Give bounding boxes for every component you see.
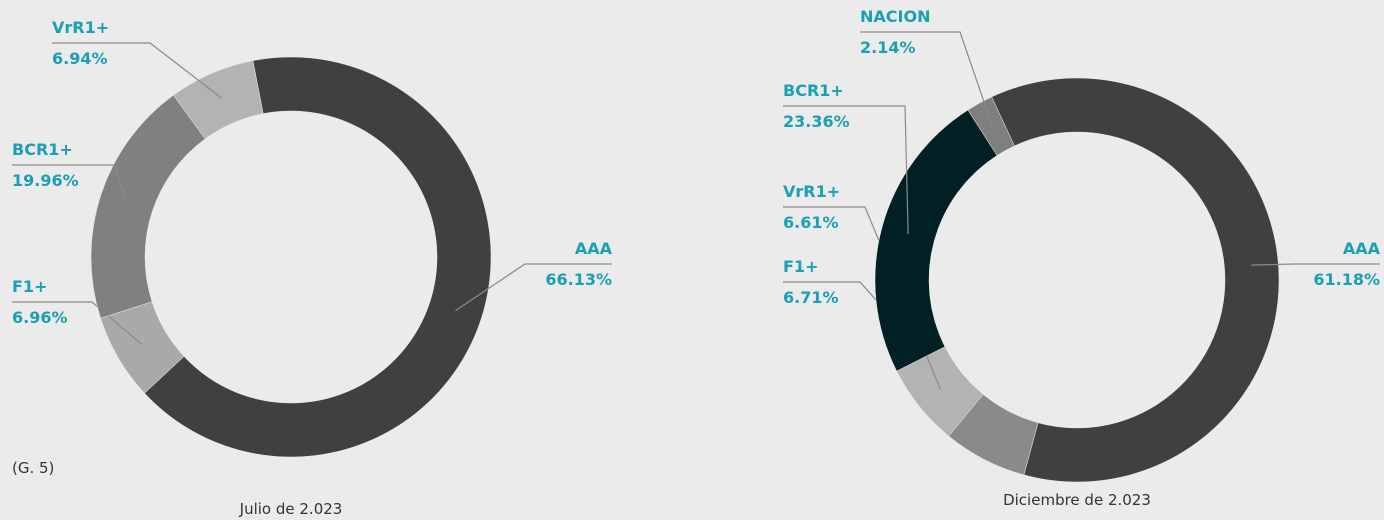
donut-slice <box>967 96 1015 156</box>
leader-line <box>12 164 128 204</box>
chart-caption: Diciembre de 2.023 <box>1003 491 1151 509</box>
leader-line <box>860 31 994 127</box>
donut-slice <box>874 109 998 372</box>
figure-label: (G. 5) <box>12 459 54 477</box>
leader-line <box>455 263 612 312</box>
slice-label: AAA <box>1343 239 1381 258</box>
slice-label: F1+ <box>12 277 47 296</box>
leader-line <box>12 301 143 345</box>
slice-label: BCR1+ <box>12 140 73 159</box>
donut-slice <box>173 60 264 140</box>
leader-line <box>1251 263 1380 266</box>
value-label: 61.18% <box>1313 270 1380 289</box>
slice-label: NACION <box>860 7 930 26</box>
donut-slice <box>991 77 1280 483</box>
value-label: 6.96% <box>12 308 68 327</box>
slice-label: F1+ <box>783 257 818 276</box>
leader-line <box>783 105 909 234</box>
chart-caption: Julio de 2.023 <box>239 500 343 518</box>
donut-slice <box>144 56 492 458</box>
value-label: 6.61% <box>783 213 839 232</box>
value-label: 2.14% <box>860 38 916 57</box>
value-label: 66.13% <box>545 270 612 289</box>
value-label: 19.96% <box>12 171 79 190</box>
value-label: 6.94% <box>52 49 108 68</box>
value-label: 23.36% <box>783 112 850 131</box>
slice-label: BCR1+ <box>783 81 844 100</box>
slice-label: VrR1+ <box>783 182 840 201</box>
slice-label: VrR1+ <box>52 18 109 37</box>
leader-line <box>52 42 223 99</box>
slice-label: AAA <box>575 239 613 258</box>
value-label: 6.71% <box>783 288 839 307</box>
